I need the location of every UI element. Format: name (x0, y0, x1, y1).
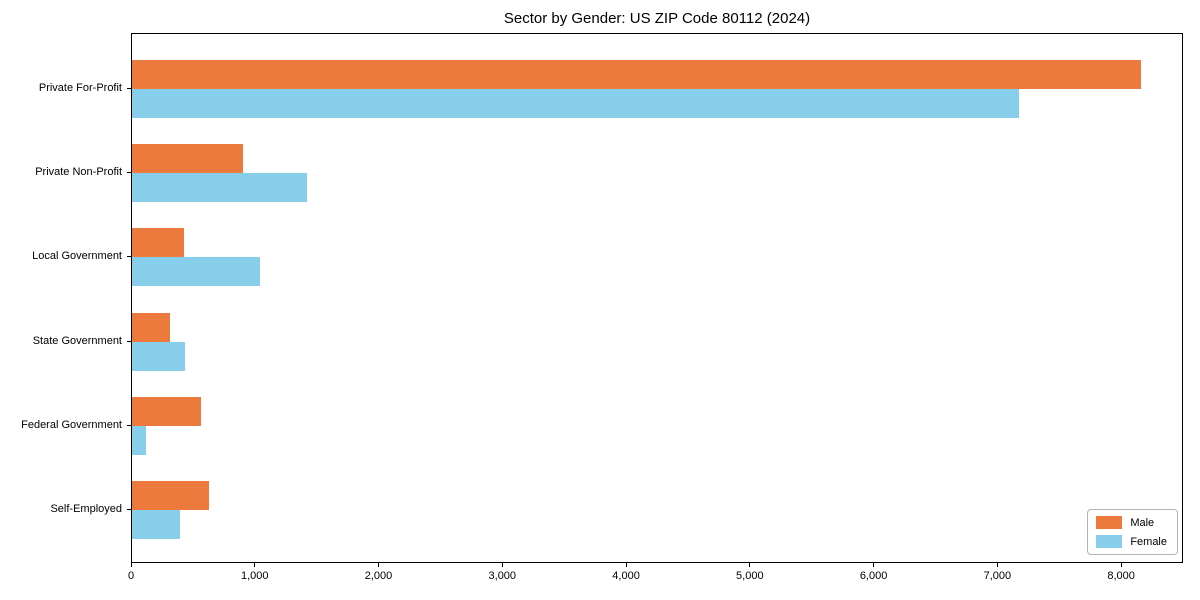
x-tick-label: 8,000 (1107, 570, 1135, 582)
x-tick-mark (996, 563, 998, 567)
bar-male-3 (132, 228, 184, 258)
y-tick-label: Local Government (32, 250, 122, 263)
y-tick-mark (127, 172, 131, 174)
x-tick-label: 3,000 (488, 570, 517, 582)
legend-label: Female (1130, 535, 1167, 548)
bar-male-1 (132, 60, 1141, 89)
y-tick-label: Federal Government (21, 418, 122, 431)
bar-male-5 (132, 396, 202, 426)
x-tick-label: 0 (127, 570, 135, 582)
bar-female-3 (132, 257, 260, 287)
x-tick-label: 1,000 (240, 570, 269, 582)
x-tick-mark (625, 563, 627, 567)
x-tick-mark (873, 563, 875, 567)
y-tick-mark (127, 424, 131, 426)
x-tick-mark (749, 563, 751, 567)
bar-female-2 (132, 173, 307, 203)
legend-swatch-female (1096, 535, 1123, 548)
y-tick-label: Private For-Profit (38, 82, 122, 94)
bar-male-6 (132, 481, 209, 510)
plot-area: Male Female (131, 33, 1183, 563)
legend-swatch-male (1096, 516, 1123, 529)
bar-male-4 (132, 312, 171, 342)
legend-item-male: Male (1096, 516, 1167, 529)
x-tick-label: 4,000 (612, 570, 640, 582)
y-tick-label: Self-Employed (50, 503, 122, 515)
bar-female-6 (132, 510, 181, 539)
x-tick-mark (1120, 563, 1122, 567)
x-tick-mark (378, 563, 380, 567)
y-tick-mark (127, 88, 131, 89)
x-tick-label: 7,000 (983, 570, 1012, 582)
x-tick-label: 2,000 (364, 570, 393, 582)
x-tick-mark (254, 563, 256, 567)
bar-female-4 (132, 341, 186, 371)
chart-title: Sector by Gender: US ZIP Code 80112 (202… (503, 10, 811, 27)
legend: Male Female (1087, 509, 1178, 555)
bar-male-2 (132, 144, 244, 174)
y-tick-label: State Government (32, 334, 122, 347)
x-tick-label: 5,000 (736, 570, 764, 582)
bar-female-1 (132, 89, 1020, 118)
x-tick-mark (501, 563, 503, 567)
y-tick-mark (127, 509, 131, 510)
bar-female-5 (132, 425, 146, 455)
y-tick-mark (127, 340, 131, 342)
legend-item-female: Female (1096, 535, 1167, 548)
y-tick-mark (127, 256, 131, 258)
legend-label: Male (1130, 516, 1155, 529)
x-tick-label: 6,000 (859, 570, 888, 582)
y-tick-label: Private Non-Profit (35, 166, 122, 179)
x-tick-mark (130, 563, 132, 567)
